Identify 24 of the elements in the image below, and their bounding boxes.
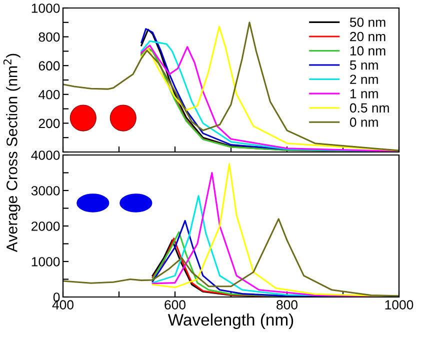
y-tick-label: 1000: [32, 4, 60, 13]
legend-label: 2 nm: [350, 74, 378, 84]
legend-label: 20 nm: [350, 32, 386, 42]
y-tick-label: 800: [38, 32, 60, 42]
x-tick-label: 400: [52, 300, 74, 310]
x-tick-label: 800: [276, 300, 298, 310]
legend-label: 10 nm: [350, 46, 386, 56]
y-tick-label: 0: [53, 292, 60, 302]
y-tick-label: 3000: [31, 186, 60, 196]
x-tick-label: 1000: [385, 300, 414, 310]
x-tick-label: 600: [164, 300, 186, 310]
legend-label: 0.5 nm: [350, 103, 389, 113]
y-tick-label: 400: [38, 90, 60, 100]
legend-label: 5 nm: [350, 60, 378, 70]
legend-label: 1 nm: [350, 89, 378, 98]
legend-label: 50 nm: [350, 18, 386, 27]
y-tick-label: 600: [38, 61, 60, 71]
y-tick-label: 200: [38, 118, 60, 128]
x-axis-title: Wavelength (nm): [168, 313, 294, 330]
y-axis-title: Average Cross Section (nm$^{2}$): [3, 54, 20, 252]
legend-label: 0 nm: [350, 118, 378, 127]
y-tick-label: 2000: [32, 222, 60, 231]
y-tick-label: 4000: [31, 150, 60, 160]
y-tick-label: 1000: [32, 257, 60, 266]
